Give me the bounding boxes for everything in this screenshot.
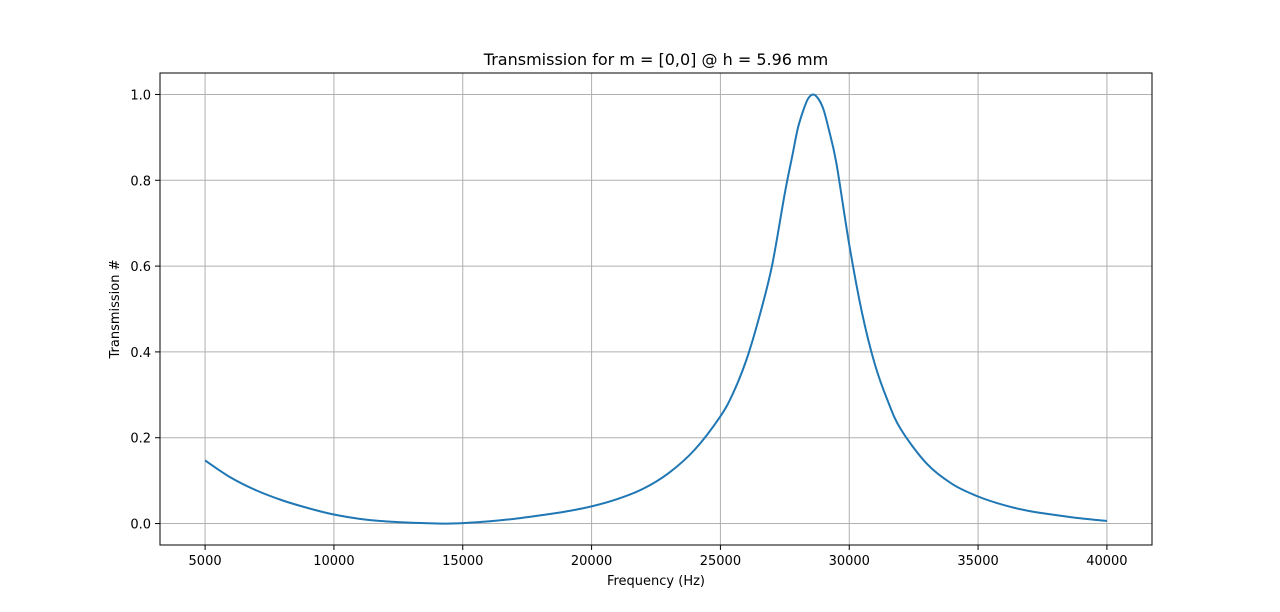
y-tick-label: 0.6 <box>130 260 151 275</box>
chart-title: Transmission for m = [0,0] @ h = 5.96 mm <box>483 50 828 69</box>
grid <box>160 73 1152 545</box>
x-tick-label: 15000 <box>442 554 483 569</box>
y-tick-label: 0.0 <box>130 518 151 533</box>
x-tick-label: 25000 <box>700 554 741 569</box>
y-tick-label: 1.0 <box>130 88 151 103</box>
y-tick-label: 0.4 <box>130 346 151 361</box>
y-axis-label: Transmission # <box>108 259 123 359</box>
y-tick-label: 0.8 <box>130 174 151 189</box>
y-tick-label: 0.2 <box>130 432 151 447</box>
plot-frame <box>159 72 1153 546</box>
series-layer <box>204 93 1108 525</box>
x-tick-label: 10000 <box>313 554 354 569</box>
axis-ticks: 5000 10000 15000 20000 25000 30000 35000 40000 0… <box>130 88 1127 569</box>
x-tick-label: 20000 <box>571 554 612 569</box>
x-axis-label: Frequency (Hz) <box>607 574 705 589</box>
x-tick-label: 35000 <box>957 554 998 569</box>
x-tick-label: 5000 <box>189 554 222 569</box>
series-line <box>204 93 1108 525</box>
x-tick-label: 30000 <box>829 554 870 569</box>
x-tick-label: 40000 <box>1086 554 1127 569</box>
